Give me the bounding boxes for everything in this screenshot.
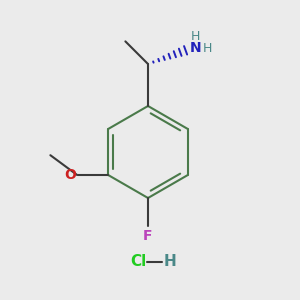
- Text: Cl: Cl: [130, 254, 146, 269]
- Text: F: F: [143, 229, 153, 243]
- Text: H: H: [191, 30, 200, 43]
- Text: O: O: [64, 168, 76, 182]
- Text: H: H: [164, 254, 176, 269]
- Text: N: N: [190, 41, 201, 55]
- Text: H: H: [203, 42, 212, 55]
